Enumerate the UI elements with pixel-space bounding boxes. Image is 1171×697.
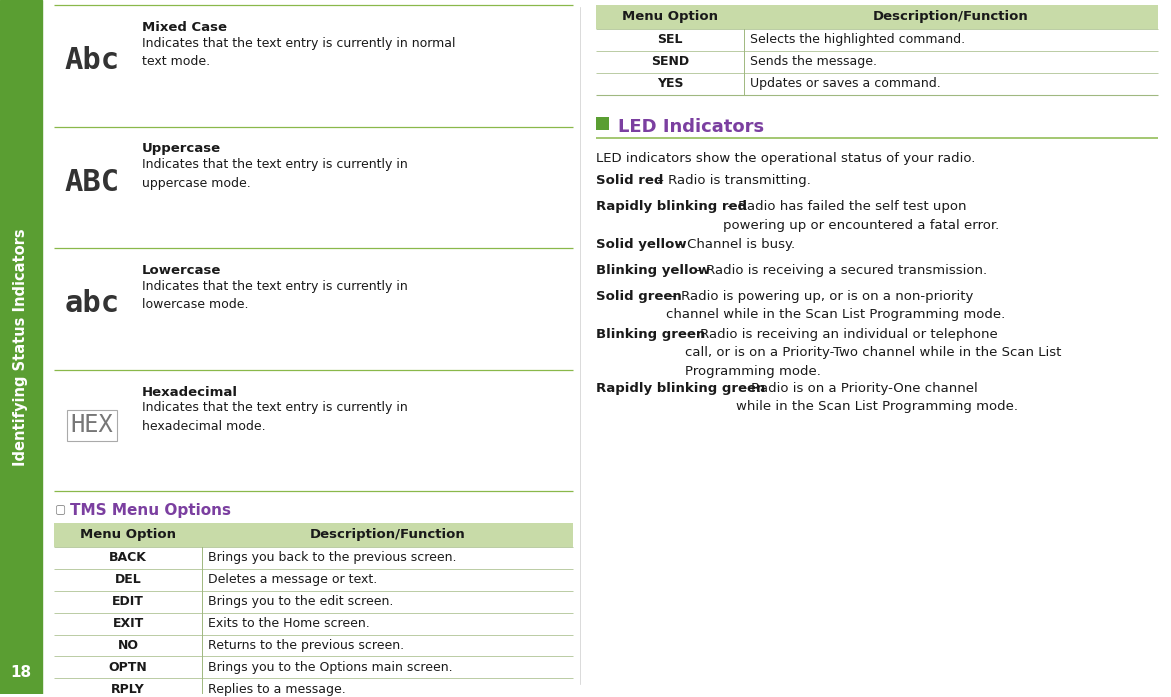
Text: Indicates that the text entry is currently in
uppercase mode.: Indicates that the text entry is current… [142, 158, 408, 190]
Text: – Radio is on a Priority-One channel
while in the Scan List Programming mode.: – Radio is on a Priority-One channel whi… [735, 381, 1018, 413]
Bar [0, 0, 42, 694]
Text: Description/Function: Description/Function [309, 528, 465, 542]
Text: Blinking green: Blinking green [596, 328, 705, 341]
Text: Returns to the previous screen.: Returns to the previous screen. [208, 639, 404, 652]
Text: Solid yellow: Solid yellow [596, 238, 686, 251]
Text: – Radio is receiving an individual or telephone
call, or is on a Priority-Two ch: – Radio is receiving an individual or te… [685, 328, 1061, 378]
Text: – Radio is powering up, or is on a non-priority
channel while in the Scan List P: – Radio is powering up, or is on a non-p… [666, 290, 1005, 321]
Text: Solid red: Solid red [596, 174, 664, 187]
Text: EDIT: EDIT [112, 595, 144, 608]
Text: Brings you back to the previous screen.: Brings you back to the previous screen. [208, 551, 457, 565]
Text: YES: YES [657, 77, 683, 90]
Text: EXIT: EXIT [112, 617, 144, 630]
Text: Sends the message.: Sends the message. [749, 55, 877, 68]
Text: Rapidly blinking green: Rapidly blinking green [596, 381, 766, 395]
Text: Rapidly blinking red: Rapidly blinking red [596, 200, 747, 213]
Text: Menu Option: Menu Option [80, 528, 176, 542]
Text: Indicates that the text entry is currently in normal
text mode.: Indicates that the text entry is current… [142, 37, 456, 68]
Text: LED indicators show the operational status of your radio.: LED indicators show the operational stat… [596, 153, 975, 165]
Text: Hexadecimal: Hexadecimal [142, 385, 238, 399]
Text: ABC: ABC [64, 168, 119, 197]
Text: Deletes a message or text.: Deletes a message or text. [208, 574, 377, 586]
Text: 18: 18 [11, 665, 32, 680]
Text: Exits to the Home screen.: Exits to the Home screen. [208, 617, 370, 630]
Bar [54, 523, 573, 547]
Text: HEX: HEX [70, 413, 114, 438]
Text: TMS Menu Options: TMS Menu Options [70, 503, 231, 518]
Text: Replies to a message.: Replies to a message. [208, 683, 345, 696]
Text: BACK: BACK [109, 551, 146, 565]
Text: – Radio is transmitting.: – Radio is transmitting. [653, 174, 812, 187]
Text: Mixed Case: Mixed Case [142, 21, 227, 34]
Text: Brings you to the Options main screen.: Brings you to the Options main screen. [208, 661, 453, 674]
Text: – Radio has failed the self test upon
powering up or encountered a fatal error.: – Radio has failed the self test upon po… [723, 200, 999, 231]
Text: DEL: DEL [115, 574, 142, 586]
Text: LED Indicators: LED Indicators [618, 118, 765, 135]
Text: Brings you to the edit screen.: Brings you to the edit screen. [208, 595, 393, 608]
Text: Indicates that the text entry is currently in
hexadecimal mode.: Indicates that the text entry is current… [142, 401, 408, 433]
Text: Indicates that the text entry is currently in
lowercase mode.: Indicates that the text entry is current… [142, 280, 408, 312]
Text: Abc: Abc [64, 46, 119, 75]
Text: Uppercase: Uppercase [142, 142, 221, 155]
Text: Blinking yellow: Blinking yellow [596, 264, 710, 277]
Text: Lowercase: Lowercase [142, 264, 221, 277]
Text: abc: abc [64, 289, 119, 319]
Text: NO: NO [117, 639, 138, 652]
Text: SEND: SEND [651, 55, 689, 68]
Text: ▢: ▢ [55, 503, 66, 516]
Bar [596, 5, 1158, 29]
Text: Updates or saves a command.: Updates or saves a command. [749, 77, 940, 90]
Text: Menu Option: Menu Option [622, 10, 718, 24]
Text: Identifying Status Indicators: Identifying Status Indicators [14, 229, 28, 466]
Text: – Channel is busy.: – Channel is busy. [672, 238, 795, 251]
Text: Description/Function: Description/Function [874, 10, 1029, 24]
Text: Selects the highlighted command.: Selects the highlighted command. [749, 33, 965, 46]
Text: Solid green: Solid green [596, 290, 682, 303]
Bar [596, 116, 609, 130]
Text: RPLY: RPLY [111, 683, 145, 696]
Text: SEL: SEL [657, 33, 683, 46]
Text: – Radio is receiving a secured transmission.: – Radio is receiving a secured transmiss… [691, 264, 987, 277]
Text: OPTN: OPTN [109, 661, 148, 674]
